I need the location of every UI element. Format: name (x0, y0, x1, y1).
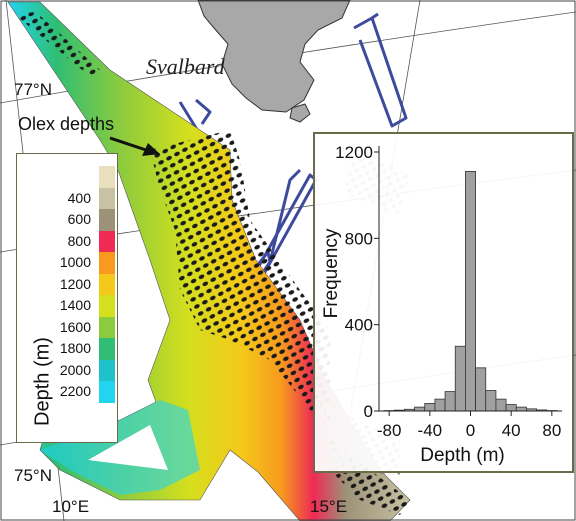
legend-label: 2000 (59, 361, 91, 378)
legend-swatch (99, 295, 115, 317)
histogram-bar (454, 345, 466, 412)
histogram-panel: 0 400 800 1200 -80 -40 0 40 80 Depth (m) Frequency (313, 132, 574, 473)
legend-label: 400 (67, 189, 91, 206)
histogram-chart: 0 400 800 1200 -80 -40 0 40 80 Depth (m) Frequency (321, 143, 562, 466)
histogram-bar (495, 398, 507, 412)
legend-swatch (99, 359, 115, 381)
svalbard-landmass (197, 0, 351, 113)
legend-labels: 400 600 800 1000 1200 1400 1600 1800 200… (41, 166, 91, 403)
x-tick-label: -40 (418, 421, 443, 440)
x-tick-label: 80 (542, 421, 561, 440)
x-tick-label: 40 (502, 421, 521, 440)
histogram-bar (424, 403, 436, 412)
legend-swatches (99, 166, 115, 403)
legend-label: 2200 (59, 383, 91, 399)
y-tick-label: 1200 (335, 143, 373, 162)
lon-label-10e: 10°E (52, 497, 90, 516)
legend-label: 800 (67, 232, 91, 249)
y-tick-label: 400 (345, 316, 373, 335)
histogram-bar (444, 391, 456, 412)
deep-channel-inner (88, 425, 168, 470)
y-tick-label: 800 (345, 229, 373, 248)
svalbard-label: Svalbard (146, 54, 225, 79)
legend-swatch (99, 381, 115, 403)
histogram-bar (434, 398, 446, 412)
histogram-bar (485, 390, 497, 412)
x-tick-label: 0 (466, 421, 475, 440)
x-tick-label: -80 (377, 421, 402, 440)
histogram-bar (475, 367, 487, 412)
legend-swatch (99, 166, 115, 188)
y-axis-label: Frequency (321, 228, 342, 318)
olex-depths-label: Olex depths (18, 114, 115, 134)
x-axis-label: Depth (m) (420, 445, 504, 466)
legend-label: 1800 (59, 340, 91, 356)
histogram-bar (515, 406, 527, 412)
olex-depth-points-north (14, 12, 100, 78)
histogram-bar (414, 406, 426, 412)
depth-legend: Depth (m) 400 600 800 1000 1200 1400 160… (16, 153, 118, 443)
legend-swatch (99, 338, 115, 360)
histogram-bar (505, 404, 517, 412)
legend-swatch (99, 187, 115, 209)
legend-label: 1600 (59, 318, 91, 335)
legend-swatch (99, 273, 115, 295)
lat-label-77n: 77°N (14, 80, 52, 99)
legend-label: 1200 (59, 275, 91, 292)
lat-label-75n: 75°N (14, 466, 52, 485)
legend-swatch (99, 209, 115, 231)
y-tick-label: 0 (364, 402, 373, 421)
olex-arrow (109, 136, 160, 156)
legend-swatch (99, 252, 115, 274)
island-small (289, 103, 311, 123)
legend-swatch (99, 316, 115, 338)
lon-label-15e: 15°E (310, 497, 348, 516)
legend-label: 1400 (59, 297, 91, 313)
legend-label: 600 (67, 211, 91, 227)
legend-label: 1000 (59, 254, 91, 270)
legend-swatch (99, 230, 115, 252)
histogram-bar (465, 171, 476, 412)
olex-depth-points (150, 130, 330, 420)
